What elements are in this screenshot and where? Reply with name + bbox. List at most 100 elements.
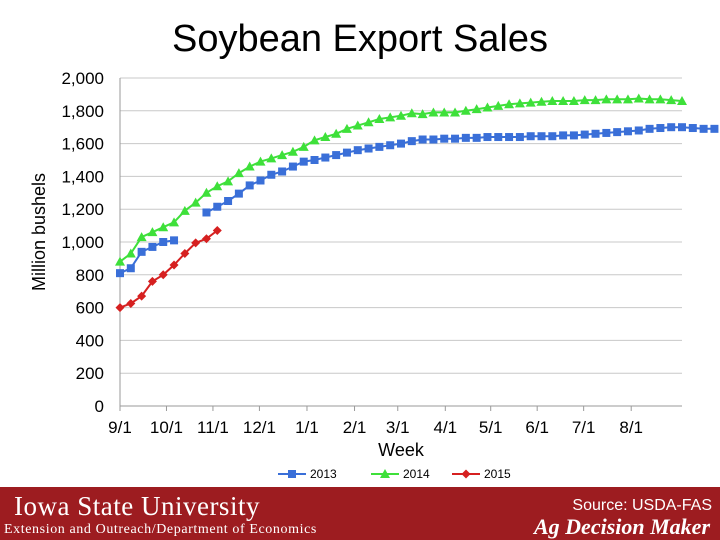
data-point-2014 <box>233 168 244 178</box>
data-point-2014 <box>287 146 298 156</box>
data-point-2013 <box>613 128 622 137</box>
data-point-2013 <box>234 189 243 198</box>
footer-banner: Iowa State University Extension and Outr… <box>0 487 720 540</box>
data-point-2013 <box>505 133 514 142</box>
university-name: Iowa State University <box>14 491 260 521</box>
data-point-2014 <box>644 94 655 104</box>
legend-marker-2013 <box>288 470 296 478</box>
data-point-2014 <box>460 105 471 115</box>
data-point-2013 <box>170 236 179 245</box>
data-point-2013 <box>602 128 611 137</box>
data-point-2014 <box>136 232 147 242</box>
series-layer <box>115 93 719 313</box>
department-line: Extension and Outreach/Department of Eco… <box>4 522 317 537</box>
data-point-2014 <box>406 108 417 118</box>
y-axis-ticks: 0 200 400 600 800 1,000 1,200 1,400 1,600 1,800 2,… <box>61 69 104 416</box>
legend-label-2013: 2013 <box>310 467 337 481</box>
export-sales-chart: 0 200 400 600 800 1,000 1,200 1,400 1,600 1,800 2,… <box>29 69 719 481</box>
data-point-2013 <box>310 156 319 164</box>
x-tick-label: 2/1 <box>343 418 367 437</box>
x-tick-label: 5/1 <box>479 418 503 437</box>
data-point-2013 <box>667 123 676 132</box>
data-point-2014 <box>601 94 612 104</box>
data-point-2013 <box>710 124 719 133</box>
data-point-2015 <box>115 303 125 313</box>
data-point-2014 <box>179 205 190 215</box>
data-point-2013 <box>126 264 135 273</box>
data-point-2014 <box>666 95 677 105</box>
data-point-2013 <box>278 167 287 176</box>
slide-title: Soybean Export Sales <box>171 18 548 60</box>
legend-label-2014: 2014 <box>403 467 430 481</box>
data-point-2013 <box>375 142 384 151</box>
y-tick-label: 200 <box>76 364 104 383</box>
data-point-2013 <box>213 202 222 211</box>
data-point-2015 <box>147 276 157 286</box>
data-point-2014 <box>115 256 125 266</box>
data-point-2014 <box>169 217 180 227</box>
y-axis-title: Million bushels <box>29 173 49 291</box>
data-point-2013 <box>397 139 405 148</box>
data-point-2015 <box>137 291 147 301</box>
data-point-2014 <box>450 107 461 117</box>
data-point-2014 <box>396 110 406 120</box>
data-point-2014 <box>212 181 223 191</box>
data-point-2015 <box>212 226 222 236</box>
legend: 2013 2014 2015 <box>278 467 511 481</box>
series-2013 <box>116 123 719 278</box>
data-point-2013 <box>678 123 686 132</box>
data-point-2014 <box>341 123 352 133</box>
data-point-2014 <box>482 102 493 112</box>
data-point-2013 <box>569 131 578 140</box>
data-point-2014 <box>633 93 644 103</box>
data-point-2013 <box>288 162 297 171</box>
data-point-2013 <box>580 130 589 139</box>
data-point-2014 <box>374 114 385 123</box>
series-2014 <box>115 93 687 266</box>
data-point-2014 <box>428 107 439 117</box>
data-point-2015 <box>158 270 168 280</box>
data-point-2013 <box>224 197 233 205</box>
data-point-2013 <box>472 133 481 142</box>
data-point-2014 <box>417 109 428 119</box>
data-point-2013 <box>116 269 124 278</box>
data-point-2013 <box>332 151 341 160</box>
gridlines <box>120 77 682 374</box>
data-point-2014 <box>255 156 266 166</box>
y-tick-label: 1,200 <box>61 200 104 219</box>
x-tick-label: 6/1 <box>525 418 549 437</box>
data-point-2014 <box>612 94 623 104</box>
data-point-2014 <box>244 161 255 171</box>
data-point-2014 <box>514 98 525 108</box>
y-tick-label: 800 <box>76 266 104 285</box>
data-point-2013 <box>267 170 276 179</box>
data-point-2013 <box>386 141 395 150</box>
data-point-2013 <box>699 124 708 133</box>
data-point-2013 <box>137 247 146 256</box>
x-tick-label: 12/1 <box>243 418 276 437</box>
x-tick-label: 7/1 <box>572 418 596 437</box>
x-axis-ticks: 9/1 10/1 11/1 12/1 1/1 2/1 3/1 4/1 5/1 6/1 7/1 8/1 <box>108 418 643 437</box>
data-point-2013 <box>461 133 470 142</box>
data-point-2013 <box>407 137 416 146</box>
ag-decision-maker-logo: Ag Decision Maker <box>534 514 710 539</box>
data-point-2013 <box>645 124 654 133</box>
data-point-2015 <box>201 234 211 244</box>
data-point-2013 <box>526 132 535 141</box>
data-point-2013 <box>364 144 373 153</box>
data-point-2014 <box>677 95 687 105</box>
y-tick-label: 2,000 <box>61 69 104 88</box>
data-point-2014 <box>439 107 450 117</box>
data-point-2014 <box>655 94 666 104</box>
data-point-2014 <box>201 187 212 197</box>
data-point-2015 <box>169 260 179 270</box>
data-point-2015 <box>126 299 136 308</box>
data-point-2014 <box>385 112 396 122</box>
data-point-2013 <box>548 132 557 141</box>
y-tick-label: 1,000 <box>61 233 104 252</box>
x-tick-label: 11/1 <box>197 418 229 437</box>
data-point-2013 <box>245 181 254 190</box>
data-point-2014 <box>363 117 374 127</box>
x-tick-label: 8/1 <box>619 418 643 437</box>
series-line-2015 <box>119 229 218 309</box>
